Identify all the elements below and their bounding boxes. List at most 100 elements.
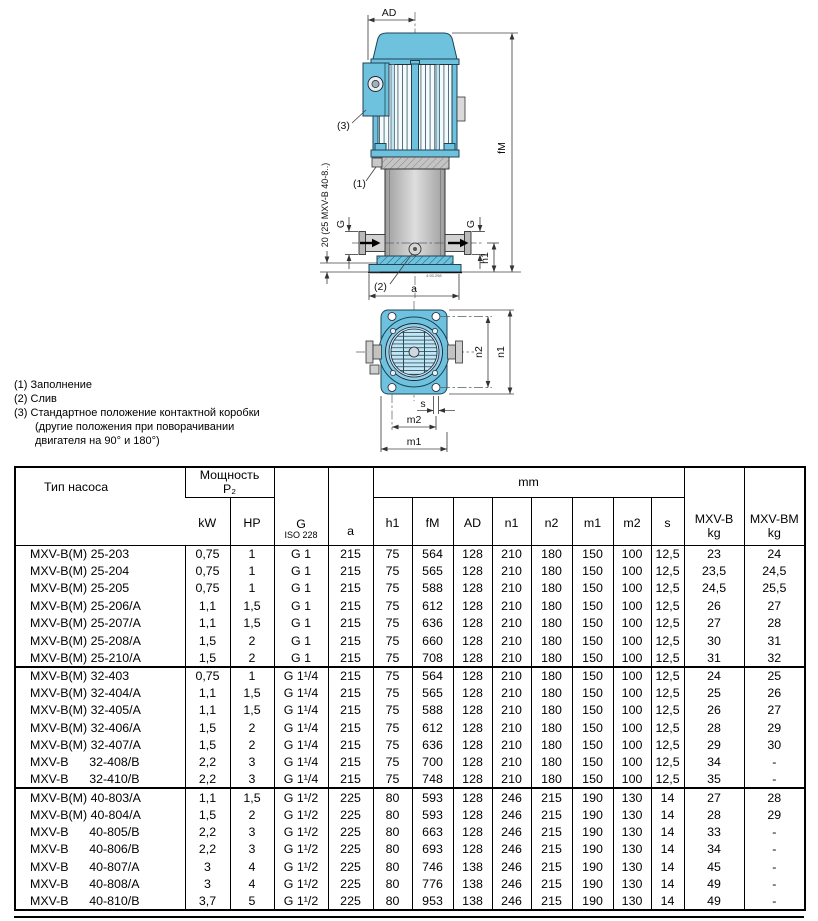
header-n2: n2 <box>530 497 573 546</box>
cell-g-iso: G 1 <box>273 631 329 650</box>
dim-label-n1: n1 <box>495 346 507 358</box>
cell-hp: 3 <box>229 771 275 789</box>
cell-fm: 636 <box>411 736 454 754</box>
cell-kg-mxv-bm: - <box>743 753 806 772</box>
cell-kw: 2,2 <box>184 840 230 859</box>
table-row: MXV-B 40-808/A 3 4 G 1¹/2 225 80 776 138 246 215 1… <box>15 875 806 893</box>
cell-hp: 5 <box>229 892 275 911</box>
dimensions-table: Тип насоса Мощность P₂ G ISO 228 a mm MX… <box>14 466 807 912</box>
cell-g-iso: G 1¹/2 <box>273 787 329 806</box>
motor-fan-cap <box>372 32 458 60</box>
dim-label-side: 20 (25 MXV-B 40-8..) <box>320 163 330 248</box>
cell-ad: 128 <box>452 614 493 632</box>
cell-a: 225 <box>327 840 374 859</box>
cell-kg-mxv-b: 23 <box>683 545 745 563</box>
cell-h1: 75 <box>372 631 413 650</box>
cell-ad: 128 <box>452 805 493 824</box>
header-a: a <box>327 467 374 546</box>
cell-h1: 80 <box>372 858 413 876</box>
cell-m2: 100 <box>612 545 652 563</box>
cell-g-iso: G 1¹/2 <box>273 840 329 859</box>
cell-g-iso: G 1¹/4 <box>273 701 329 719</box>
cell-fm: 565 <box>411 684 454 702</box>
cell-m1: 150 <box>571 665 614 685</box>
cell-m2: 100 <box>612 631 652 650</box>
cell-n1: 210 <box>491 562 532 580</box>
cell-m1: 150 <box>571 684 614 702</box>
cell-ad: 128 <box>452 840 493 859</box>
cell-h1: 75 <box>372 771 413 789</box>
cell-fm: 776 <box>411 875 454 893</box>
table-row: MXV-B(M) 25-207/A 1,1 1,5 G 1 215 75 636 128 210… <box>15 614 806 632</box>
dim-label-h1: h1 <box>479 252 491 264</box>
cell-fm: 588 <box>411 579 454 598</box>
cell-s: 12,5 <box>650 545 685 563</box>
cell-m2: 100 <box>612 736 652 754</box>
fill-plug <box>371 157 383 168</box>
cell-kw: 2,2 <box>184 771 230 789</box>
pump-top-view: n2 n1 s m2 m1 <box>356 301 514 452</box>
header-g: G <box>296 516 306 531</box>
cell-g-iso: G 1 <box>273 545 329 563</box>
cell-n2: 180 <box>530 718 573 737</box>
cell-h1: 80 <box>372 892 413 911</box>
cell-n2: 215 <box>530 823 573 841</box>
table-row: MXV-B(M) 25-203 0,75 1 G 1 215 75 564 128 210 180… <box>15 545 806 563</box>
cell-pump-type: MXV-B 40-810/B <box>30 894 140 908</box>
cell-kg-mxv-bm: 28 <box>743 614 806 632</box>
table-row: MXV-B 32-408/B 2,2 3 G 1¹/4 215 75 700 128 210 18… <box>15 753 806 772</box>
cell-hp: 1,5 <box>229 787 275 806</box>
cell-h1: 75 <box>372 753 413 772</box>
cell-m1: 190 <box>571 787 614 806</box>
cell-pump-type: MXV-B 32-410/B <box>30 772 140 787</box>
cell-ad: 128 <box>452 787 493 806</box>
cell-n2: 180 <box>530 545 573 563</box>
terminal-box <box>362 62 390 117</box>
cell-m2: 100 <box>612 753 652 772</box>
table-row: MXV-B(M) 40-804/A 1,5 2 G 1¹/2 225 80 593 128 24… <box>15 805 806 824</box>
cell-s: 12,5 <box>650 684 685 702</box>
cell-kw: 1,5 <box>184 649 230 667</box>
cell-kg-mxv-bm: 25,5 <box>743 579 806 598</box>
cell-fm: 708 <box>411 649 454 667</box>
header-iso-228: ISO 228 <box>284 529 318 540</box>
cell-kg-mxv-bm: - <box>743 892 806 911</box>
cell-hp: 4 <box>229 875 275 893</box>
callout-1: (1) <box>353 178 366 190</box>
cell-h1: 80 <box>372 823 413 841</box>
header-fm: fM <box>411 497 454 546</box>
cell-n1: 210 <box>491 684 532 702</box>
cell-a: 215 <box>327 753 374 772</box>
cell-a: 215 <box>327 684 374 702</box>
header-mm: mm <box>372 467 685 498</box>
cell-kg-mxv-bm: - <box>743 823 806 841</box>
cell-fm: 693 <box>411 840 454 859</box>
cell-s: 12,5 <box>650 631 685 650</box>
table-row: MXV-B(M) 32-407/A 1,5 2 G 1¹/4 215 75 636 128 21… <box>15 736 806 754</box>
table-row: MXV-B 40-806/B 2,2 3 G 1¹/2 225 80 693 128 246 21… <box>15 840 806 859</box>
cell-h1: 75 <box>372 545 413 563</box>
motor <box>362 32 466 158</box>
cell-pump-type: MXV-B(M) 25-204 <box>30 564 130 579</box>
cell-m1: 150 <box>571 753 614 772</box>
cell-kw: 0,75 <box>184 545 230 563</box>
cell-pump-type: MXV-B(M) 25-207/A <box>30 616 141 631</box>
cell-hp: 3 <box>229 840 275 859</box>
cell-kg-mxv-b: 26 <box>683 597 745 615</box>
cell-n1: 210 <box>491 701 532 719</box>
cell-s: 12,5 <box>650 665 685 685</box>
header-power: Мощность P₂ <box>184 467 275 498</box>
table-row: MXV-B 40-805/B 2,2 3 G 1¹/2 225 80 663 128 246 21… <box>15 823 806 841</box>
cell-a: 225 <box>327 805 374 824</box>
cell-fm: 588 <box>411 701 454 719</box>
cell-h1: 75 <box>372 597 413 615</box>
mounting-slot <box>387 312 397 321</box>
cell-kg-mxv-bm: - <box>743 875 806 893</box>
cell-h1: 80 <box>372 787 413 806</box>
cell-m1: 150 <box>571 631 614 650</box>
cell-m1: 190 <box>571 875 614 893</box>
cell-h1: 75 <box>372 562 413 580</box>
cell-ad: 128 <box>452 649 493 667</box>
cell-hp: 1 <box>229 545 275 563</box>
header-ad: AD <box>452 497 493 546</box>
